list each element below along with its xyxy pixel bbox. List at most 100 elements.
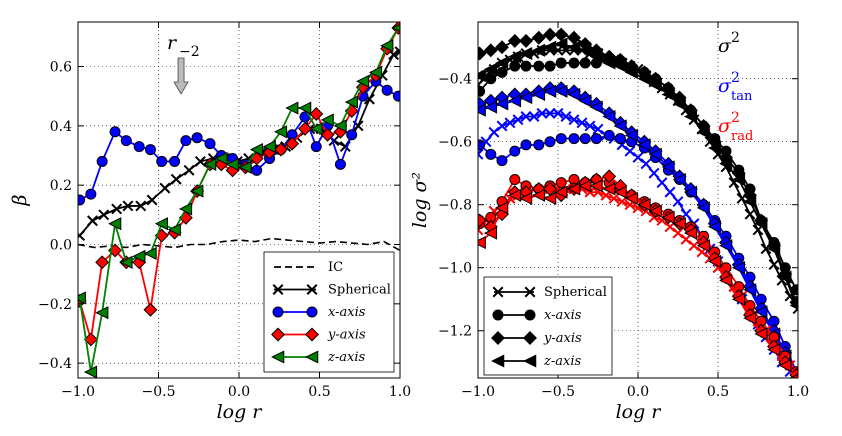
- legend-label: x-axis: [328, 305, 366, 320]
- data-point: [298, 101, 312, 115]
- data-point: [696, 239, 710, 253]
- data-point: [554, 185, 568, 199]
- data-point: [531, 87, 546, 102]
- sigma-key-rad: σ 2 rad: [718, 110, 753, 144]
- data-point: [285, 136, 300, 151]
- data-point: [568, 57, 580, 69]
- data-point: [203, 157, 217, 171]
- y-tick-label: −0.4: [438, 72, 472, 88]
- data-point: [683, 226, 698, 240]
- data-point: [624, 65, 638, 79]
- data-point: [238, 160, 252, 174]
- data-point: [507, 33, 522, 48]
- data-point: [613, 59, 627, 73]
- data-point: [273, 142, 288, 157]
- data-point: [624, 128, 638, 142]
- y-tick-label: 0.2: [50, 178, 72, 194]
- legend-entry: y-axis: [271, 327, 366, 343]
- data-point: [590, 133, 602, 145]
- data-point: [519, 46, 533, 61]
- data-point: [602, 182, 616, 196]
- data-point: [495, 97, 509, 111]
- data-point: [285, 101, 299, 115]
- data-point: [778, 270, 792, 284]
- data-point: [589, 179, 603, 193]
- legend-marker: [491, 354, 505, 368]
- data-point: [108, 217, 122, 231]
- data-point: [143, 246, 157, 260]
- data-point: [509, 145, 521, 157]
- data-point: [356, 74, 370, 88]
- sigma-symbol: σ: [718, 75, 732, 97]
- data-point: [533, 60, 545, 72]
- data-point: [251, 164, 263, 176]
- data-point: [543, 27, 557, 42]
- data-point: [204, 138, 216, 150]
- data-point: [672, 217, 686, 231]
- data-point: [478, 148, 484, 160]
- legend-marker: [272, 306, 284, 318]
- x-tick-label: 0.5: [707, 384, 729, 400]
- data-point: [603, 129, 615, 141]
- data-point: [273, 125, 288, 139]
- sigma-symbol: σ: [718, 35, 732, 57]
- legend-box: [483, 276, 613, 376]
- legend-label: x-axis: [544, 308, 582, 323]
- sigma-subscript: tan: [731, 89, 753, 104]
- data-point: [552, 107, 564, 119]
- data-point: [624, 145, 636, 157]
- data-point: [496, 120, 508, 132]
- series-line: [479, 184, 798, 378]
- data-point: [579, 133, 591, 145]
- legend-entry: IC: [274, 260, 343, 275]
- annotation-label: r: [167, 32, 178, 54]
- r-minus-2-annotation: r −2: [167, 32, 200, 95]
- data-point: [381, 84, 393, 96]
- x-tick-label: 0.0: [228, 384, 250, 400]
- data-point: [391, 23, 400, 33]
- data-point: [485, 73, 497, 85]
- data-point: [183, 164, 195, 176]
- data-point: [560, 111, 572, 122]
- data-point: [731, 261, 746, 275]
- legend-marker: [492, 286, 504, 298]
- data-point: [567, 40, 581, 54]
- data-point: [132, 249, 146, 263]
- data-point: [536, 107, 548, 119]
- data-point: [169, 155, 181, 167]
- data-point: [672, 172, 686, 187]
- x-axis-title: log r: [616, 401, 663, 423]
- data-point: [478, 85, 486, 97]
- data-point: [344, 95, 358, 109]
- legend-marker: [305, 327, 319, 342]
- data-point: [637, 72, 651, 86]
- y-axis-title: log σ²: [409, 172, 431, 228]
- data-point: [495, 201, 509, 215]
- y-tick-label: −0.4: [38, 356, 72, 372]
- data-point: [309, 122, 323, 136]
- data-point: [661, 87, 675, 102]
- data-point: [320, 113, 334, 127]
- legend-label: z-axis: [543, 354, 581, 369]
- data-point: [478, 68, 486, 83]
- legend-entry: x-axis: [492, 308, 582, 323]
- data-point: [483, 62, 498, 76]
- data-point: [544, 136, 556, 148]
- legend-marker: [306, 306, 318, 318]
- data-point: [719, 239, 733, 253]
- data-point: [531, 188, 546, 202]
- series-line: [78, 27, 400, 373]
- data-point: [225, 157, 239, 171]
- data-point: [731, 172, 746, 187]
- series-line: [78, 237, 400, 252]
- data-point: [584, 120, 596, 132]
- data-point: [496, 66, 508, 78]
- y-tick-label: −0.8: [438, 198, 472, 214]
- data-point: [661, 160, 675, 174]
- data-point: [555, 57, 567, 69]
- data-point: [309, 107, 324, 121]
- data-point: [122, 200, 134, 212]
